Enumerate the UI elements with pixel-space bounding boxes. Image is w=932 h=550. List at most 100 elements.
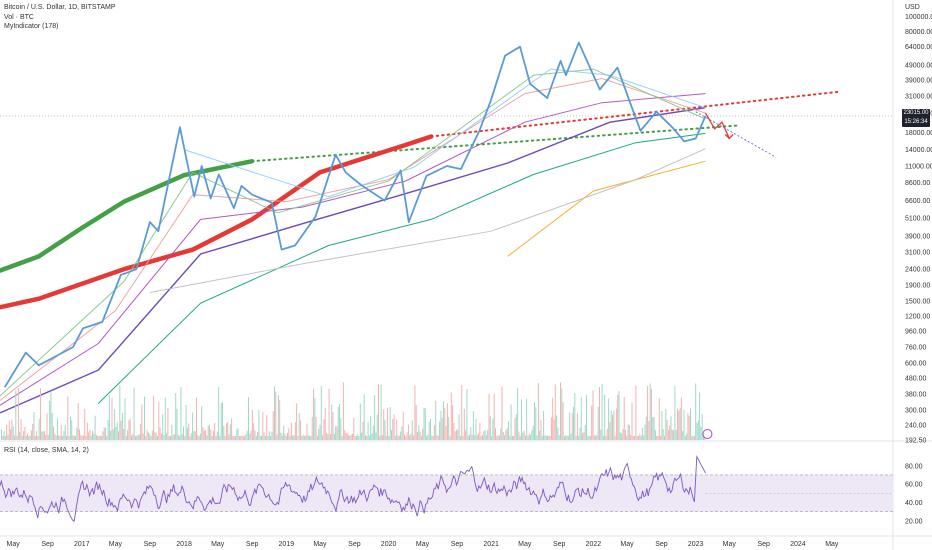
volume-bar xyxy=(339,404,340,440)
volume-bar xyxy=(20,419,22,440)
band-green-upper xyxy=(0,158,255,273)
volume-bar xyxy=(358,436,360,440)
y-tick-label: 380.00 xyxy=(905,391,927,398)
volume-bar xyxy=(85,435,87,440)
volume-bar xyxy=(396,419,398,440)
volume-bar xyxy=(302,434,304,440)
volume-bar xyxy=(571,413,573,440)
symbol-legend[interactable]: Bitcoin / U.S. Dollar, 1D, BITSTAMP xyxy=(4,4,116,11)
volume-bar xyxy=(398,435,400,440)
volume-bar xyxy=(436,434,438,440)
volume-bar xyxy=(227,422,229,440)
y-tick-label: 80000.00 xyxy=(905,29,932,36)
volume-bar xyxy=(147,432,149,440)
volume-bar xyxy=(634,435,636,440)
volume-bar xyxy=(435,400,437,440)
volume-bar xyxy=(50,392,52,440)
volume-bar xyxy=(635,385,637,440)
volume-bar xyxy=(133,387,135,440)
volume-bar xyxy=(261,435,262,440)
rsi-legend[interactable]: RSI (14, close, SMA, 14, 2) xyxy=(4,447,89,454)
volume-bar xyxy=(508,421,509,440)
volume-bar xyxy=(345,433,347,440)
ma-line xyxy=(97,132,706,404)
ma-line xyxy=(0,77,706,402)
volume-bar xyxy=(427,434,429,440)
volume-bar xyxy=(259,435,261,440)
volume-bar xyxy=(41,431,43,440)
indicator-legend[interactable]: MyIndicator (178) xyxy=(4,23,59,30)
volume-bar xyxy=(190,433,192,440)
volume-bar xyxy=(397,435,399,440)
volume-bar xyxy=(392,419,394,440)
x-tick-label: 2017 xyxy=(74,541,90,548)
volume-bar xyxy=(475,419,477,440)
volume-bar xyxy=(608,398,610,440)
volume-bar xyxy=(379,436,381,440)
volume-bar xyxy=(432,436,434,440)
volume-bar xyxy=(579,427,581,440)
volume-bar xyxy=(433,425,435,440)
volume-bar xyxy=(527,435,529,440)
ma-line xyxy=(0,107,706,414)
volume-bar xyxy=(680,397,682,440)
x-tick-label: 2024 xyxy=(790,541,806,548)
volume-bar xyxy=(37,436,39,440)
volume-bar xyxy=(692,435,694,440)
volume-bar xyxy=(374,395,376,440)
volume-bar xyxy=(684,436,686,440)
volume-bar xyxy=(361,432,363,440)
volume-bar xyxy=(137,435,139,440)
x-tick-label: May xyxy=(416,541,430,548)
volume-bar xyxy=(566,435,568,440)
volume-bar xyxy=(489,416,491,440)
last-price: 23015.00 xyxy=(903,110,929,116)
volume-bar xyxy=(47,434,49,440)
volume-bar xyxy=(357,434,359,440)
volume-bar xyxy=(612,414,613,440)
y-tick-label: 31000.00 xyxy=(905,93,932,100)
volume-bar xyxy=(411,420,413,440)
volume-bar xyxy=(99,435,101,440)
y-tick-label: 100000.00 xyxy=(905,14,932,21)
volume-bar xyxy=(123,429,125,440)
volume-bar xyxy=(573,406,574,440)
volume-bar xyxy=(54,434,56,440)
volume-bar xyxy=(352,433,353,440)
volume-bar xyxy=(272,411,274,440)
volume-bar xyxy=(163,435,165,440)
volume-bar xyxy=(285,436,287,440)
volume-bar xyxy=(420,435,422,440)
volume-bar xyxy=(699,392,701,440)
volume-bar xyxy=(479,422,481,440)
volume-bar xyxy=(560,382,561,440)
volume-bar xyxy=(218,387,220,440)
volume-bar xyxy=(180,387,182,440)
volume-bar xyxy=(638,435,639,440)
volume-bar xyxy=(517,388,519,440)
volume-bar xyxy=(614,435,616,440)
volume-bar xyxy=(55,435,57,440)
volume-bar xyxy=(605,435,607,440)
volume-bar xyxy=(115,427,117,440)
volume-bar xyxy=(172,434,174,440)
volume-bar xyxy=(17,388,19,440)
volume-bar xyxy=(167,407,169,440)
volume-bar xyxy=(303,436,305,440)
volume-bar xyxy=(118,431,119,440)
volume-bar xyxy=(215,436,217,440)
volume-bar xyxy=(127,430,129,440)
volume-legend[interactable]: Vol · BTC xyxy=(4,14,34,21)
volume-bar xyxy=(64,424,66,440)
volume-bar xyxy=(536,435,538,440)
volume-bar xyxy=(673,430,675,440)
volume-bar xyxy=(121,412,123,440)
volume-bar xyxy=(248,397,249,440)
volume-bar xyxy=(175,393,177,440)
volume-bar xyxy=(229,424,231,440)
volume-bar xyxy=(149,434,151,440)
volume-bar xyxy=(327,434,329,440)
x-tick-label: 2018 xyxy=(176,541,192,548)
volume-bar xyxy=(383,409,385,440)
